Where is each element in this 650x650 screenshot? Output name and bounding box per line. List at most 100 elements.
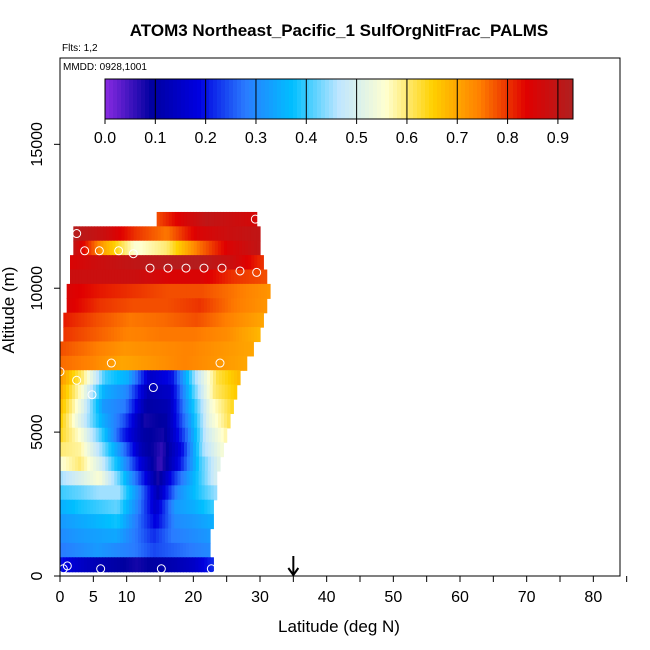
- curtain-cell: [170, 312, 175, 328]
- curtain-cell: [260, 255, 264, 271]
- curtain-cell: [166, 255, 171, 271]
- curtain-cell: [188, 327, 193, 343]
- curtain-cell: [93, 355, 97, 371]
- curtain-cell: [252, 283, 256, 299]
- curtain-cell: [80, 399, 85, 415]
- curtain-cell: [212, 312, 217, 328]
- sample-point: [145, 263, 155, 273]
- curtain-cell: [175, 240, 180, 256]
- curtain-cell: [186, 542, 190, 558]
- curtain-cell: [87, 514, 91, 530]
- curtain-cell: [234, 283, 238, 299]
- curtain-cell: [69, 456, 73, 472]
- curtain-cell: [212, 298, 217, 314]
- curtain-cell: [122, 384, 127, 400]
- curtain-cell: [81, 269, 86, 285]
- curtain-cell: [132, 341, 137, 357]
- curtain-cell: [251, 269, 256, 285]
- curtain-cell: [105, 327, 109, 343]
- colorbar-swatch: [229, 79, 234, 119]
- curtain-cell: [243, 355, 248, 371]
- curtain-cell: [144, 499, 148, 515]
- curtain-cell: [95, 384, 100, 400]
- curtain-cell: [115, 240, 120, 256]
- curtain-cell: [183, 211, 188, 227]
- colorbar-swatch: [273, 79, 278, 119]
- curtain-cell: [192, 542, 196, 558]
- curtain-cell: [198, 298, 202, 314]
- curtain-cell: [65, 399, 70, 415]
- curtain-cell: [197, 327, 201, 343]
- curtain-cell: [75, 499, 79, 515]
- curtain-cell: [104, 399, 109, 415]
- colorbar-swatch: [165, 79, 170, 119]
- curtain-cell: [78, 528, 82, 544]
- curtain-cell: [87, 542, 91, 558]
- curtain-cell: [184, 240, 189, 256]
- curtain-cell: [144, 442, 149, 458]
- curtain-cell: [81, 499, 85, 515]
- curtain-cell: [230, 255, 234, 271]
- curtain-cell: [90, 514, 94, 530]
- curtain-cell: [263, 269, 268, 285]
- curtain-cell: [66, 470, 70, 486]
- curtain-cell: [106, 226, 111, 242]
- curtain-cell: [167, 312, 172, 328]
- curtain-cell: [87, 269, 92, 285]
- curtain-cell: [117, 283, 122, 299]
- colorbar-swatch: [261, 79, 266, 119]
- curtain-cell: [75, 557, 79, 573]
- curtain-cell: [123, 283, 128, 299]
- curtain-cell: [109, 226, 114, 242]
- curtain-cell: [111, 485, 115, 501]
- curtain-cell: [114, 442, 119, 458]
- curtain-cell: [224, 312, 229, 328]
- curtain-cell: [165, 514, 169, 530]
- curtain-cell: [102, 341, 106, 357]
- curtain-cell: [89, 384, 94, 400]
- curtain-cell: [202, 255, 207, 271]
- curtain-cell: [161, 399, 166, 415]
- curtain-cell: [69, 528, 73, 544]
- curtain-cell: [126, 470, 130, 486]
- curtain-cell: [179, 384, 184, 400]
- latitude-arrow: [287, 556, 300, 577]
- curtain-cell: [155, 384, 160, 400]
- curtain-cell: [126, 542, 130, 558]
- curtain-cell: [138, 542, 142, 558]
- curtain-cell: [178, 240, 183, 256]
- curtain-cell: [191, 327, 196, 343]
- curtain-cell: [187, 427, 192, 443]
- curtain-cell: [220, 427, 225, 443]
- curtain-cell: [90, 528, 94, 544]
- curtain-cell: [165, 370, 169, 386]
- curtain-cell: [195, 370, 199, 386]
- curtain-cell: [155, 427, 159, 443]
- curtain-cell: [84, 283, 89, 299]
- curtain-cell: [108, 327, 112, 343]
- curtain-cell: [123, 542, 127, 558]
- curtain-cell: [133, 240, 138, 256]
- curtain-cell: [117, 499, 121, 515]
- curtain-cell: [186, 528, 190, 544]
- curtain-cell: [107, 399, 112, 415]
- curtain-cell: [132, 456, 137, 472]
- curtain-cell: [204, 355, 209, 371]
- curtain-cell: [81, 470, 85, 486]
- curtain-cell: [219, 283, 223, 299]
- curtain-cell: [111, 298, 116, 314]
- curtain-cell: [214, 226, 219, 242]
- curtain-cell: [120, 557, 124, 573]
- curtain-cell: [227, 312, 232, 328]
- colorbar-swatch: [337, 79, 342, 119]
- curtain-cell: [119, 384, 124, 400]
- curtain-cell: [119, 427, 124, 443]
- curtain-cell: [86, 399, 91, 415]
- curtain-cell: [195, 298, 199, 314]
- curtain-cell: [218, 312, 223, 328]
- colorbar-swatch: [425, 79, 430, 119]
- curtain-cell: [78, 312, 82, 328]
- curtain-cell: [72, 355, 76, 371]
- curtain-cell: [128, 384, 133, 400]
- curtain-cell: [120, 485, 124, 501]
